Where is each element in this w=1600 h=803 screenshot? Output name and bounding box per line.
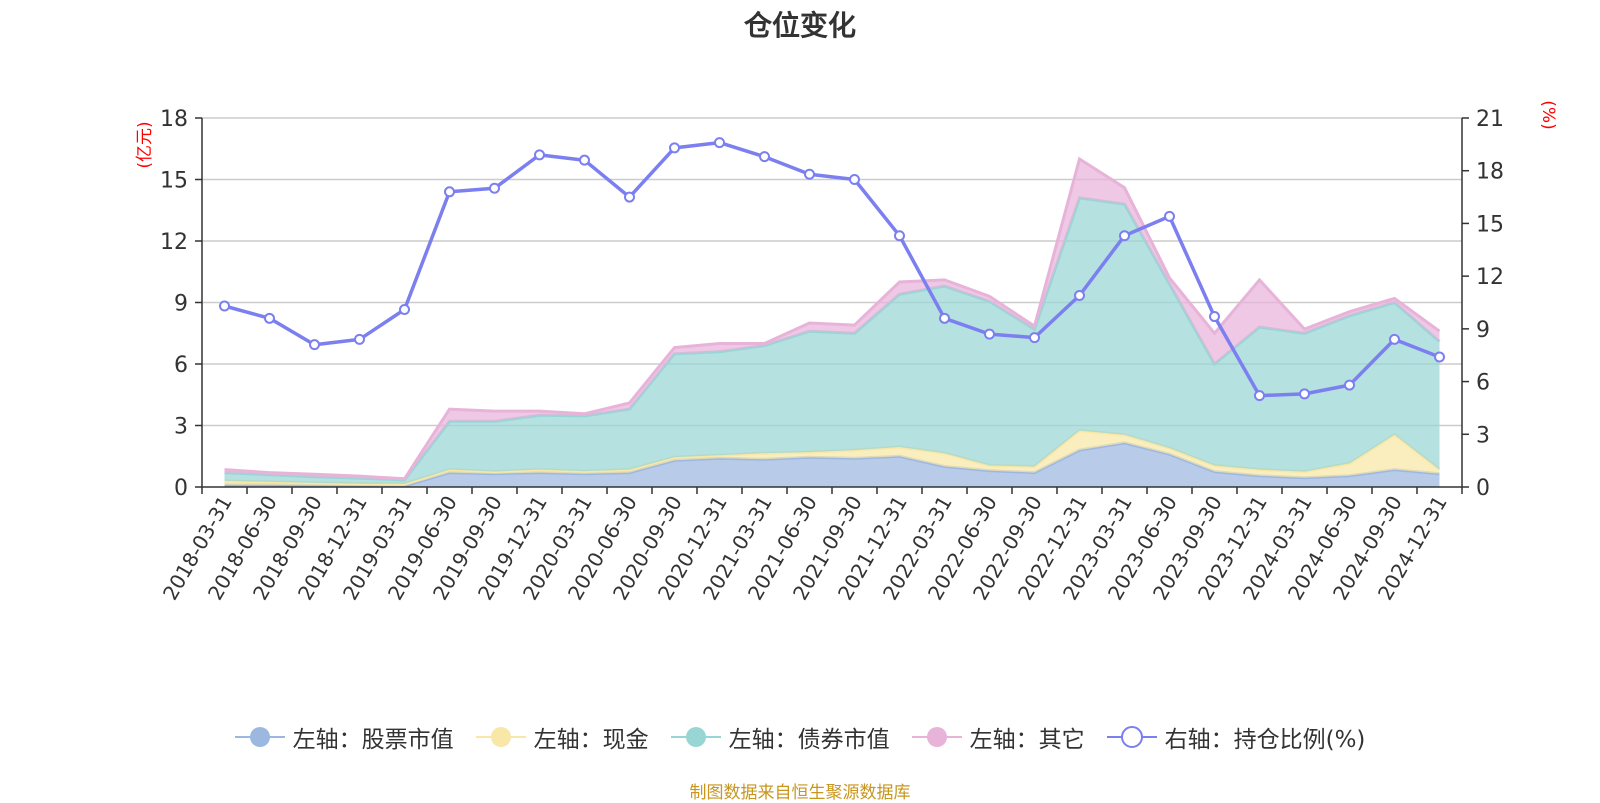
area-series xyxy=(224,156,1441,488)
legend-circle-icon xyxy=(475,727,526,747)
left-axis-tick-label: 3 xyxy=(174,415,188,440)
left-axis-tick-label: 18 xyxy=(160,107,188,132)
area-fill-98d6d6 xyxy=(224,197,1440,484)
right-axis-tick-label: 21 xyxy=(1476,107,1504,132)
left-axis-tick-label: 6 xyxy=(174,353,188,378)
right-axis-tick-label: 9 xyxy=(1476,318,1490,343)
ratio-point xyxy=(624,191,635,203)
legend-item[interactable]: 左轴：债券市值 xyxy=(670,720,890,754)
legend-item[interactable]: 左轴：现金 xyxy=(475,720,649,754)
ratio-point xyxy=(219,300,230,312)
area-edge-e8b3d9 xyxy=(224,156,1441,481)
ratio-point xyxy=(1119,230,1130,242)
right-axis-unit: (%) xyxy=(1538,100,1558,129)
legend-circle-icon xyxy=(670,727,721,747)
ratio-point xyxy=(309,339,320,351)
ratio-point xyxy=(534,149,545,161)
ratio-point xyxy=(669,142,680,154)
right-axis-tick-label: 12 xyxy=(1476,265,1504,290)
chart-title: 仓位变化 xyxy=(743,9,856,42)
legend-label: 左轴：现金 xyxy=(533,727,649,753)
legend-ring-icon xyxy=(1106,726,1157,748)
ratio-point xyxy=(399,304,410,316)
ratio-point xyxy=(489,182,500,194)
legend-label: 左轴：债券市值 xyxy=(728,727,890,753)
ratio-point xyxy=(759,151,770,163)
source-note: 制图数据来自恒生聚源数据库 xyxy=(689,783,911,803)
ratio-point xyxy=(1254,390,1265,402)
ratio-point xyxy=(714,137,725,149)
area-fill-f8e7a6 xyxy=(224,430,1440,486)
ratio-point xyxy=(894,230,905,242)
left-axis-tick-label: 0 xyxy=(174,476,188,501)
ratio-point xyxy=(1344,379,1355,391)
right-axis-tick-label: 18 xyxy=(1476,160,1504,185)
ratio-point xyxy=(939,312,950,324)
right-axis-tick-label: 0 xyxy=(1476,476,1490,501)
ratio-point xyxy=(1299,388,1310,400)
legend-label: 左轴：其它 xyxy=(969,727,1085,753)
ratio-point xyxy=(579,154,590,166)
legend-circle-icon xyxy=(234,727,285,747)
ratio-point xyxy=(354,333,365,345)
left-axis-tick-label: 15 xyxy=(160,169,188,194)
legend-item[interactable]: 左轴：其它 xyxy=(911,720,1085,754)
ratio-point xyxy=(1029,332,1040,344)
left-axis-tick-label: 12 xyxy=(160,230,188,255)
ratio-point xyxy=(1209,311,1220,323)
area-fill-9db8e0 xyxy=(224,442,1440,487)
ratio-point xyxy=(264,312,275,324)
ratio-line xyxy=(224,140,1441,398)
ratio-point xyxy=(1074,289,1085,301)
left-axis-unit: (亿元) xyxy=(135,121,155,168)
ratio-point xyxy=(984,328,995,340)
legend-label: 左轴：股票市值 xyxy=(292,727,454,753)
legend: 左轴：股票市值 左轴：现金 左轴：债券市值 左轴：其它 右轴：持仓比例(%) xyxy=(0,720,1600,754)
ratio-point xyxy=(444,186,455,198)
ratio-point xyxy=(1389,333,1400,345)
legend-circle-icon xyxy=(911,727,962,747)
right-axis-tick-label: 15 xyxy=(1476,212,1504,237)
right-axis-tick-label: 3 xyxy=(1476,423,1490,448)
legend-item[interactable]: 右轴：持仓比例(%) xyxy=(1106,720,1366,754)
left-axis-tick-label: 9 xyxy=(174,292,188,317)
ratio-point xyxy=(849,174,860,185)
ratio-point xyxy=(1434,351,1445,363)
legend-label: 右轴：持仓比例(%) xyxy=(1164,727,1366,753)
legend-item[interactable]: 左轴：股票市值 xyxy=(234,720,454,754)
area-fill-e8b3d9 xyxy=(224,159,1440,480)
ratio-line-series xyxy=(219,137,1445,402)
ratio-point xyxy=(1164,210,1175,222)
right-axis-tick-label: 6 xyxy=(1476,371,1490,396)
ratio-point xyxy=(804,168,815,180)
